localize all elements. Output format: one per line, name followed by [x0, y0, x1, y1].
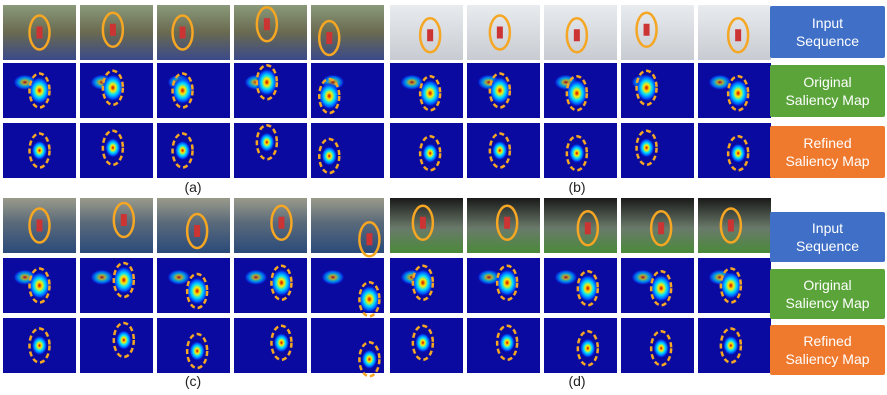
legend-label: Input Sequence [770, 212, 885, 262]
panel-caption: (a) [173, 179, 213, 195]
saliency-blob [321, 146, 337, 166]
subject [180, 27, 186, 39]
saliency-blob [244, 269, 268, 285]
legend-label: Original Saliency Map [770, 65, 885, 117]
subject [574, 29, 580, 41]
saliency-blob [723, 336, 739, 356]
saliency-blob [105, 138, 121, 158]
subject [585, 222, 591, 234]
input-frame [698, 198, 771, 253]
legend-label: Original Saliency Map [770, 269, 885, 319]
legend-label: Input Sequence [770, 6, 885, 58]
saliency-blob [321, 269, 345, 285]
subject [497, 27, 503, 39]
subject [121, 214, 127, 226]
subject [644, 24, 650, 36]
input-frame [467, 5, 540, 60]
saliency-blob [32, 336, 48, 356]
subject [366, 233, 372, 245]
subject [504, 217, 510, 229]
saliency-blob [175, 141, 191, 161]
subject [728, 220, 734, 232]
legend-label: Refined Saliency Map [770, 126, 885, 178]
saliency-blob [361, 349, 377, 369]
panel-caption: (b) [557, 179, 597, 195]
subject [427, 29, 433, 41]
panel-caption: (c) [173, 373, 213, 389]
saliency-frame [311, 123, 384, 178]
panel-caption: (d) [557, 373, 597, 389]
saliency-blob [499, 333, 515, 353]
input-frame [311, 198, 384, 253]
saliency-blob [259, 132, 275, 152]
input-frame [234, 5, 307, 60]
subject [264, 18, 270, 30]
saliency-blob [116, 330, 132, 350]
subject [735, 29, 741, 41]
legend-label: Refined Saliency Map [770, 325, 885, 375]
input-frame [157, 198, 230, 253]
saliency-blob [653, 338, 669, 358]
saliency-blob [32, 141, 48, 161]
saliency-blob [639, 138, 655, 158]
figure [0, 0, 887, 395]
subject [37, 220, 43, 232]
saliency-blob [273, 333, 289, 353]
subject [658, 222, 664, 234]
subject [278, 217, 284, 229]
saliency-blob [492, 141, 508, 161]
input-frame [544, 198, 617, 253]
subject [37, 27, 43, 39]
subject [326, 32, 332, 44]
page: (a) (b) (c) (d) Input Sequence Original … [0, 0, 887, 395]
saliency-blob [189, 341, 205, 361]
saliency-blob [580, 338, 596, 358]
saliency-blob [569, 143, 585, 163]
saliency-blob [422, 143, 438, 163]
saliency-blob [90, 269, 114, 285]
subject [420, 217, 426, 229]
saliency-blob [415, 333, 431, 353]
saliency-blob [554, 269, 578, 285]
subject [110, 24, 116, 36]
saliency-blob [730, 143, 746, 163]
subject [194, 225, 200, 237]
